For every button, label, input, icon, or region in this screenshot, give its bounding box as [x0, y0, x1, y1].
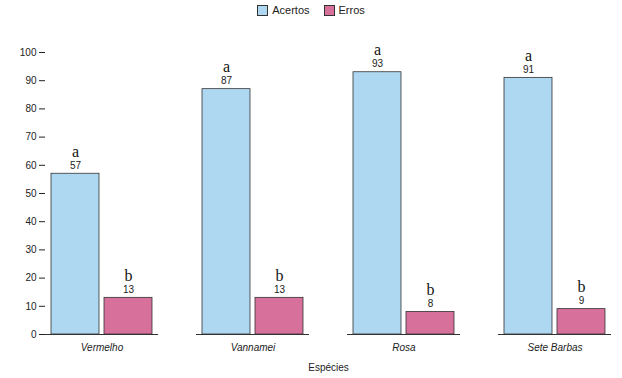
- svg-text:10: 10: [25, 301, 37, 312]
- svg-text:Vermelho: Vermelho: [81, 342, 124, 353]
- svg-text:70: 70: [25, 131, 37, 142]
- html-text:Acertos: Acertos: [272, 4, 310, 16]
- svg-text:50: 50: [25, 188, 37, 199]
- svg-text:a: a: [525, 47, 532, 64]
- svg-text:30: 30: [25, 244, 37, 255]
- svg-text:87: 87: [221, 75, 233, 86]
- svg-text:60: 60: [25, 160, 37, 171]
- svg-text:Vannamei: Vannamei: [231, 342, 276, 353]
- svg-text:93: 93: [372, 58, 384, 69]
- svg-text:a: a: [72, 143, 79, 160]
- svg-text:8: 8: [428, 298, 434, 309]
- svg-text:b: b: [125, 267, 133, 284]
- svg-text:Sete Barbas: Sete Barbas: [527, 342, 582, 353]
- svg-text:40: 40: [25, 216, 37, 227]
- svg-text:b: b: [427, 281, 435, 298]
- svg-text:80: 80: [25, 103, 37, 114]
- html-text:Erros: Erros: [338, 4, 365, 16]
- svg-text:Espécies: Espécies: [308, 362, 349, 373]
- svg-text:0: 0: [31, 329, 37, 340]
- svg-text:100: 100: [20, 47, 37, 58]
- svg-text:a: a: [223, 58, 230, 75]
- svg-text:13: 13: [123, 284, 135, 295]
- svg-text:90: 90: [25, 75, 37, 86]
- svg-text:20: 20: [25, 272, 37, 283]
- svg-text:Rosa: Rosa: [392, 342, 416, 353]
- svg-text:13: 13: [274, 284, 286, 295]
- svg-text:57: 57: [70, 160, 82, 171]
- svg-text:a: a: [374, 41, 381, 58]
- svg-text:b: b: [578, 278, 586, 295]
- svg-text:91: 91: [523, 64, 535, 75]
- svg-text:b: b: [276, 267, 284, 284]
- svg-text:9: 9: [579, 295, 585, 306]
